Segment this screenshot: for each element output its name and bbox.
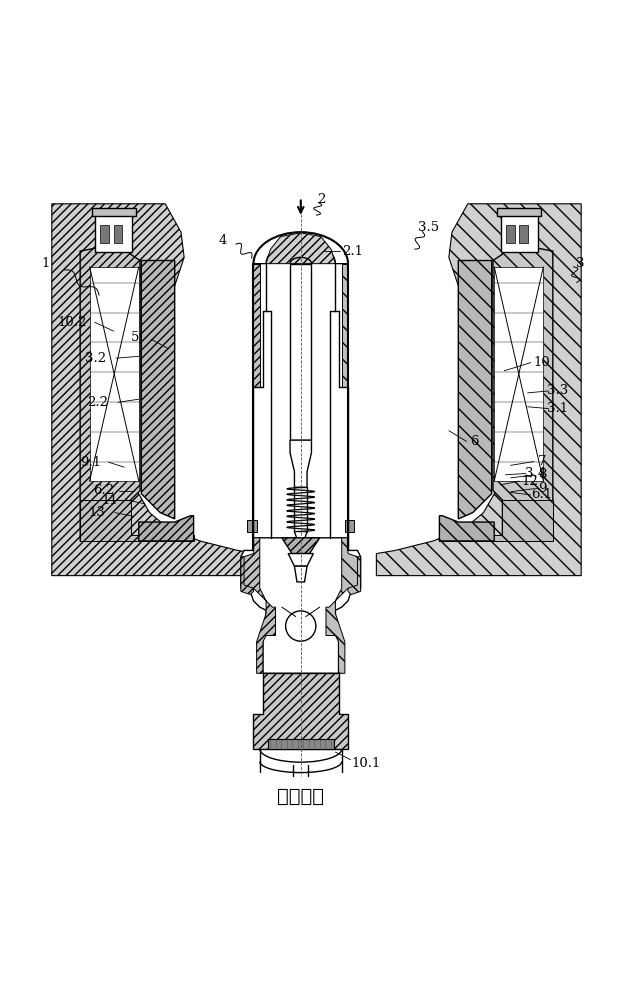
Text: 7: 7	[538, 455, 546, 468]
Polygon shape	[244, 538, 275, 673]
Text: 3.3: 3.3	[547, 384, 568, 397]
Text: 10.2: 10.2	[57, 316, 87, 329]
Bar	[345, 520, 354, 532]
Text: 2: 2	[317, 193, 326, 206]
Text: 现有技术: 现有技术	[277, 787, 324, 806]
Polygon shape	[294, 532, 307, 541]
Bar	[95, 215, 132, 252]
Polygon shape	[90, 267, 139, 481]
Text: 5: 5	[131, 331, 139, 344]
Polygon shape	[326, 538, 358, 673]
Text: 1: 1	[41, 257, 50, 270]
Polygon shape	[493, 242, 553, 541]
Text: 10: 10	[534, 356, 551, 369]
Text: 12: 12	[521, 475, 538, 488]
Text: 6: 6	[470, 435, 479, 448]
Polygon shape	[241, 538, 361, 673]
Bar	[506, 225, 515, 243]
Polygon shape	[458, 261, 492, 519]
Text: 3.4: 3.4	[525, 467, 546, 480]
Bar	[498, 208, 541, 216]
Polygon shape	[52, 204, 256, 576]
Polygon shape	[377, 204, 581, 576]
Text: 3: 3	[575, 257, 584, 270]
Bar	[268, 739, 334, 749]
Polygon shape	[141, 261, 175, 519]
Polygon shape	[253, 264, 260, 387]
Bar	[101, 225, 109, 243]
Text: 6.1: 6.1	[532, 488, 553, 501]
Polygon shape	[439, 500, 553, 541]
Bar	[294, 487, 307, 532]
Polygon shape	[290, 440, 311, 487]
Polygon shape	[282, 538, 320, 554]
Text: 9.1: 9.1	[80, 456, 101, 469]
Text: 8: 8	[538, 468, 546, 481]
Polygon shape	[80, 500, 194, 541]
Polygon shape	[342, 264, 348, 387]
Text: 13: 13	[89, 506, 106, 519]
Polygon shape	[139, 516, 194, 541]
Text: 4: 4	[219, 234, 227, 247]
Text: 2.2: 2.2	[87, 396, 108, 409]
Bar	[247, 520, 256, 532]
Text: 3.2: 3.2	[85, 352, 106, 365]
Polygon shape	[294, 566, 307, 582]
Polygon shape	[439, 516, 494, 541]
Polygon shape	[241, 557, 253, 595]
Polygon shape	[80, 242, 140, 541]
Circle shape	[285, 611, 316, 641]
Text: 9: 9	[538, 482, 546, 495]
Polygon shape	[253, 673, 348, 749]
Text: 6.2: 6.2	[93, 484, 114, 497]
Text: 2.1: 2.1	[342, 245, 363, 258]
Text: 10.1: 10.1	[351, 757, 380, 770]
Text: 3.1: 3.1	[547, 402, 568, 415]
Polygon shape	[494, 267, 543, 481]
Bar	[92, 208, 135, 216]
Text: 11: 11	[101, 493, 118, 506]
Bar	[290, 264, 311, 440]
Bar	[113, 225, 122, 243]
Polygon shape	[288, 554, 313, 566]
Bar	[501, 215, 538, 252]
Text: 3.5: 3.5	[418, 221, 439, 234]
Polygon shape	[348, 557, 361, 595]
Polygon shape	[253, 233, 348, 264]
Bar	[520, 225, 529, 243]
